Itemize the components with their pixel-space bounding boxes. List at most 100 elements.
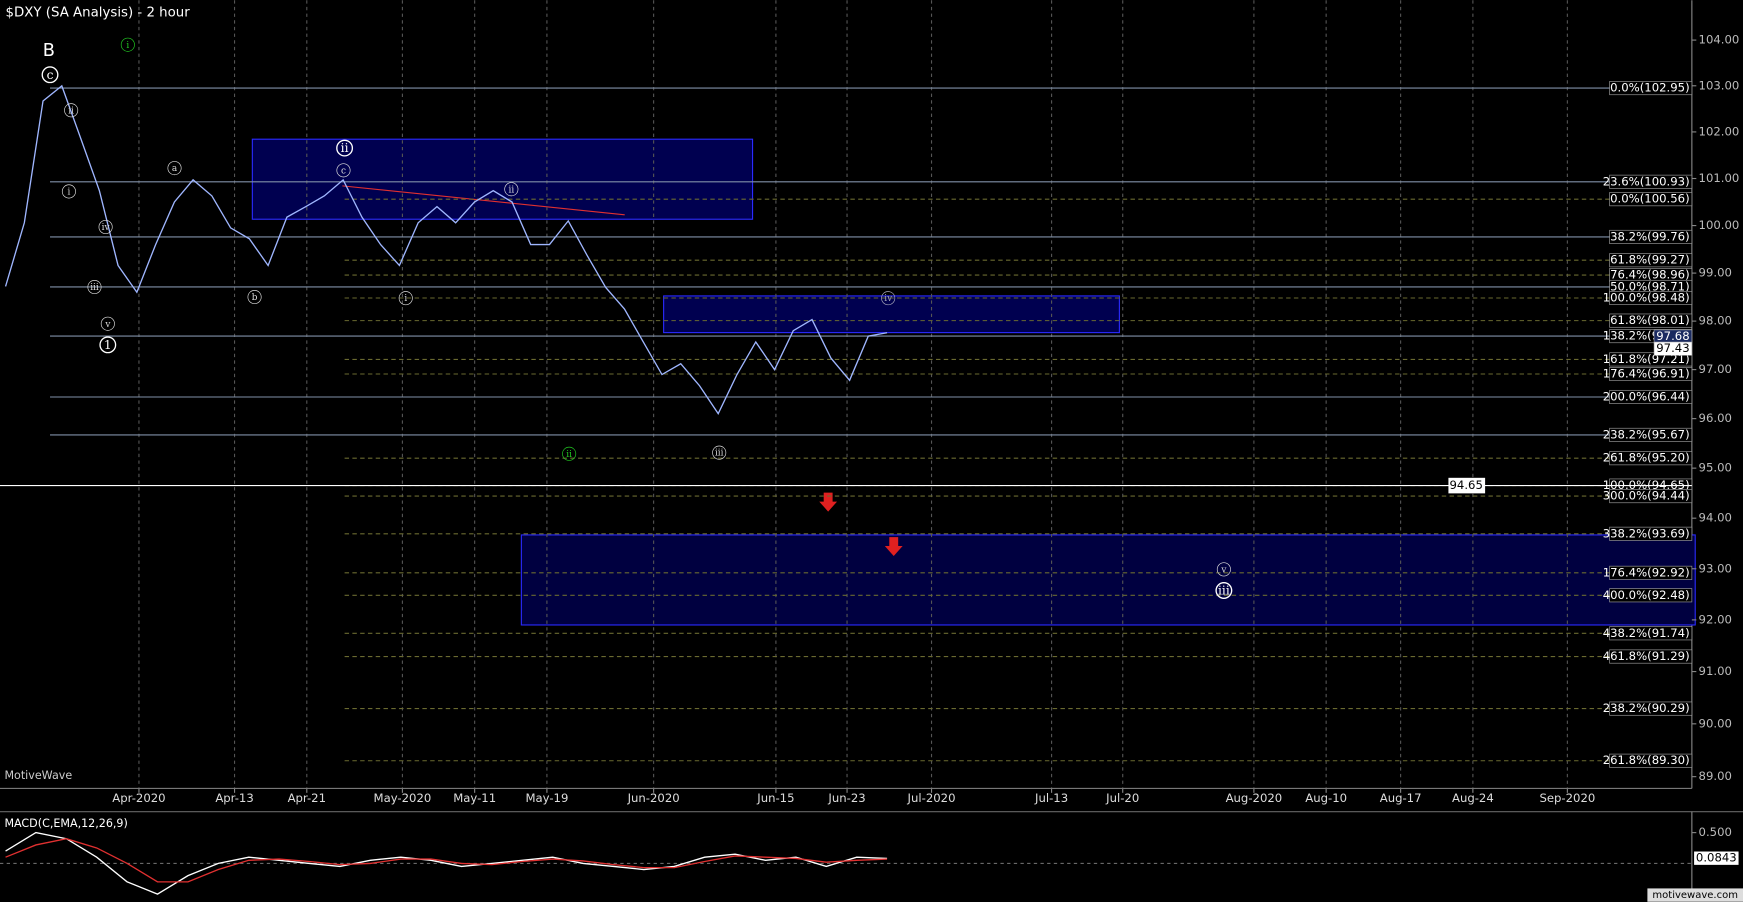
wave-label: ii bbox=[566, 450, 572, 460]
level-label-box bbox=[1609, 427, 1693, 442]
price-badge-label: 97.68 bbox=[1656, 329, 1689, 343]
down-arrow bbox=[884, 537, 903, 557]
y-tick-label: 95.00 bbox=[1699, 461, 1732, 475]
wave-label: b bbox=[252, 293, 258, 303]
level-label-box bbox=[1609, 588, 1693, 603]
level-label: 0.0%(102.95) bbox=[1610, 81, 1690, 95]
level-label-box bbox=[1609, 352, 1693, 367]
level-label-box bbox=[1609, 290, 1693, 306]
level-label-box bbox=[1609, 701, 1693, 716]
wave-label: c bbox=[341, 166, 346, 176]
price-badge bbox=[1653, 341, 1693, 356]
wave-label: B bbox=[43, 40, 55, 61]
wave-label: c bbox=[47, 68, 54, 82]
level-label: 176.4%(96.91) bbox=[1603, 367, 1690, 381]
x-tick-label: Jun-15 bbox=[756, 791, 794, 805]
x-tick-label: May-19 bbox=[525, 791, 568, 805]
wave-circle bbox=[336, 163, 351, 178]
level-label-box bbox=[1609, 313, 1693, 328]
x-tick-label: Jul-20 bbox=[1105, 791, 1139, 805]
wave-circle bbox=[398, 291, 413, 306]
x-tick-label: Aug-24 bbox=[1452, 791, 1494, 805]
macd-tick-label: 0.500 bbox=[1699, 825, 1732, 839]
x-tick-label: Jul-2020 bbox=[907, 791, 956, 805]
wave-label: ii bbox=[341, 141, 349, 155]
wave-circle bbox=[100, 316, 115, 331]
wave-circle bbox=[1215, 582, 1233, 599]
level-label-box bbox=[1609, 753, 1693, 768]
level-label-box bbox=[1609, 626, 1693, 641]
wave-label: iii bbox=[715, 449, 724, 459]
level-label: 50.0%(98.71) bbox=[1610, 279, 1690, 293]
wave-label: v bbox=[104, 320, 110, 330]
site-badge bbox=[1647, 888, 1743, 902]
x-tick-label: Jun-2020 bbox=[627, 791, 680, 805]
level-label: 338.2%(93.69) bbox=[1603, 526, 1690, 540]
wave-label: v bbox=[1220, 565, 1226, 575]
wave-circle bbox=[87, 280, 102, 295]
wave-label: iii bbox=[90, 283, 99, 293]
y-tick-label: 96.00 bbox=[1699, 411, 1732, 425]
level-label: 238.2%(95.67) bbox=[1603, 427, 1690, 441]
y-tick-label: 103.00 bbox=[1699, 78, 1740, 92]
macd-badge bbox=[1694, 851, 1739, 865]
level-label-box bbox=[1609, 253, 1693, 268]
y-tick-label: 102.00 bbox=[1699, 124, 1740, 138]
level-label: 300.0%(94.44) bbox=[1603, 489, 1690, 503]
level-label: 261.8%(89.30) bbox=[1603, 753, 1690, 767]
y-tick-label: 101.00 bbox=[1699, 171, 1740, 185]
level-label-box bbox=[1609, 389, 1693, 404]
level-label-box bbox=[1609, 649, 1693, 664]
level-label: 23.6%(100.93) bbox=[1603, 174, 1690, 188]
level-label: 461.8%(91.29) bbox=[1603, 649, 1690, 663]
wave-label: iv bbox=[884, 294, 892, 304]
wave-circle bbox=[247, 290, 262, 305]
wave-label: iv bbox=[102, 223, 110, 233]
wave-circle bbox=[336, 139, 354, 157]
level-label: 61.8%(98.01) bbox=[1610, 313, 1690, 327]
x-tick-label: Jul-13 bbox=[1034, 791, 1068, 805]
target-box bbox=[520, 534, 1696, 626]
y-tick-label: 94.00 bbox=[1699, 511, 1732, 525]
wave-circle bbox=[881, 291, 896, 306]
level-label: 200.0%(96.44) bbox=[1603, 389, 1690, 403]
wave-circle bbox=[120, 37, 135, 52]
level-label: 438.2%(91.74) bbox=[1603, 626, 1690, 640]
y-tick-label: 99.00 bbox=[1699, 266, 1732, 280]
wave-circle bbox=[98, 220, 113, 235]
wave-circle bbox=[504, 182, 519, 197]
level-label: 76.4%(98.96) bbox=[1610, 268, 1690, 282]
macd-badge-label: 0.0843 bbox=[1696, 851, 1737, 865]
x-tick-label: Aug-2020 bbox=[1226, 791, 1283, 805]
watermark: MotiveWave bbox=[4, 769, 72, 782]
trend-line bbox=[342, 185, 625, 216]
wave-label: ii bbox=[508, 185, 514, 195]
x-tick-label: Aug-10 bbox=[1305, 791, 1347, 805]
macd-line bbox=[5, 831, 888, 895]
y-tick-label: 104.00 bbox=[1699, 33, 1740, 47]
level-label-box bbox=[1609, 526, 1693, 541]
wave-label: 1 bbox=[104, 338, 112, 352]
reference-label: 94.65 bbox=[1450, 478, 1483, 492]
level-label: 0.0%(100.56) bbox=[1610, 192, 1690, 206]
wave-circle bbox=[61, 184, 76, 199]
x-tick-label: May-2020 bbox=[374, 791, 432, 805]
y-tick-label: 100.00 bbox=[1699, 218, 1740, 232]
x-tick-label: Apr-2020 bbox=[112, 791, 165, 805]
wave-circle bbox=[712, 445, 727, 460]
price-badge-label: 97.43 bbox=[1656, 341, 1689, 355]
y-tick-label: 93.00 bbox=[1699, 561, 1732, 575]
level-label-box bbox=[1609, 81, 1693, 96]
wave-label: ii bbox=[68, 106, 74, 116]
wave-label: iii bbox=[1218, 584, 1230, 598]
wave-label: i bbox=[126, 41, 129, 51]
y-tick-label: 97.00 bbox=[1699, 362, 1732, 376]
chart-title: $DXY (SA Analysis) - 2 hour bbox=[6, 5, 191, 20]
y-tick-label: 98.00 bbox=[1699, 314, 1732, 328]
level-label: 261.8%(95.20) bbox=[1603, 451, 1690, 465]
macd-title: MACD(C,EMA,12,26,9) bbox=[4, 817, 127, 830]
wave-label: i bbox=[67, 187, 70, 197]
target-box bbox=[663, 295, 1120, 334]
